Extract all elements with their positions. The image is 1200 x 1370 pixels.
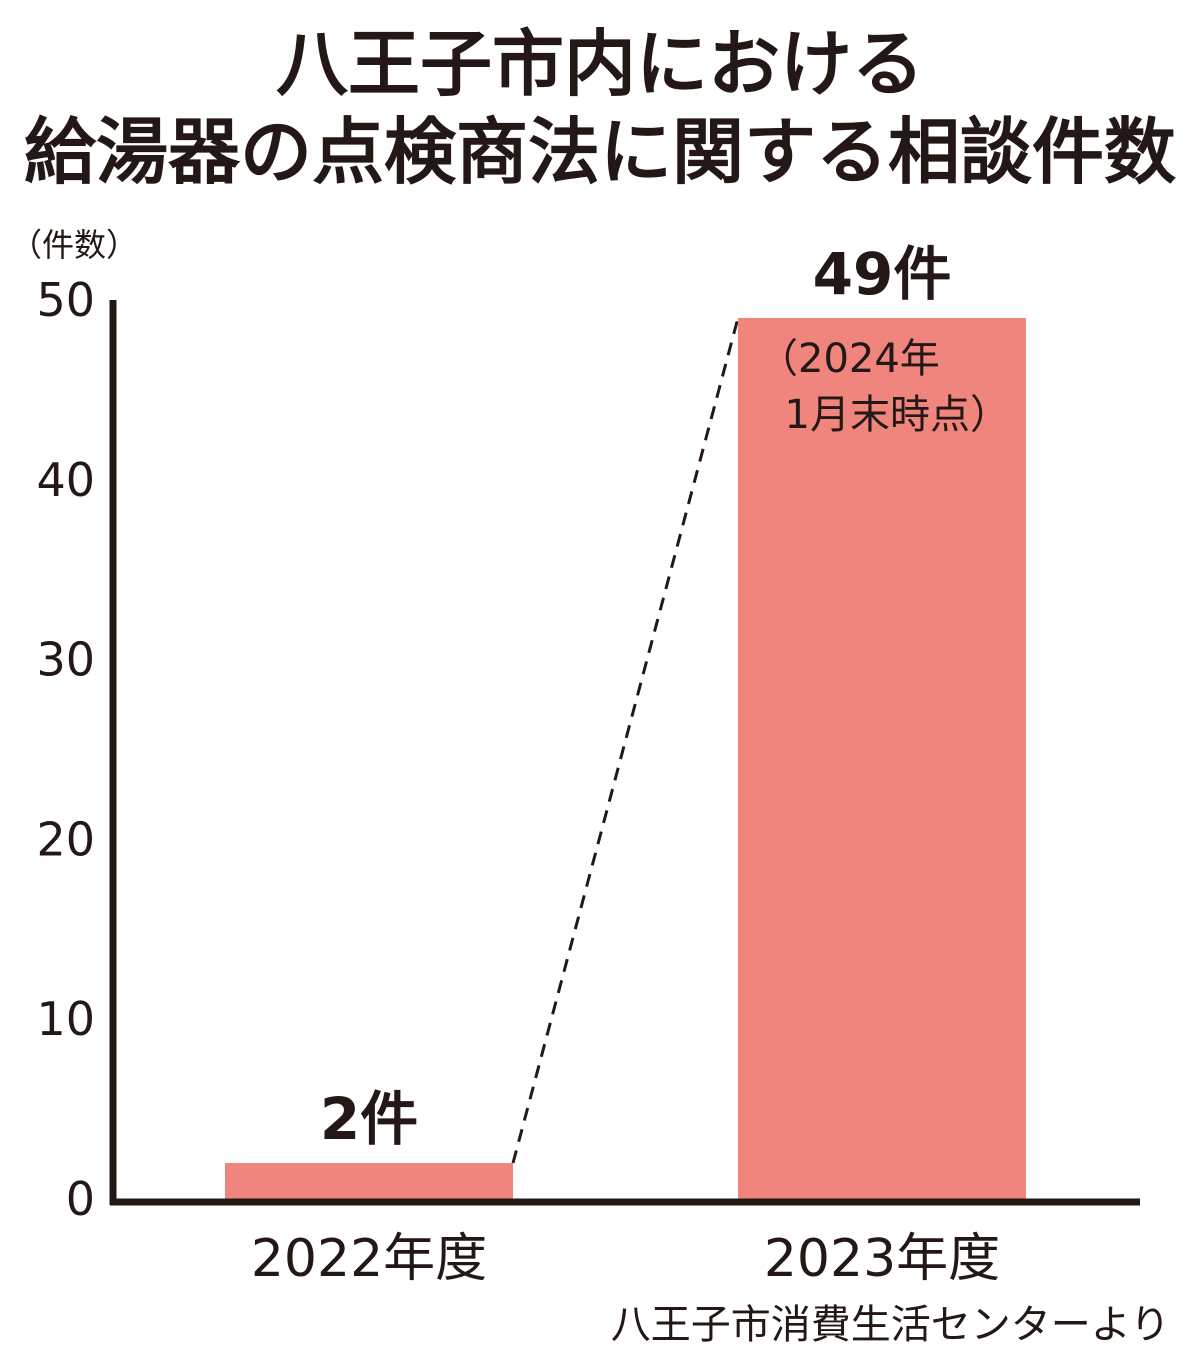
bar-2022年度 bbox=[225, 1163, 513, 1199]
y-axis-label: （件数） bbox=[10, 226, 138, 264]
annotation-line-2: 1月末時点） bbox=[785, 392, 1010, 438]
connector-dashed-line bbox=[511, 317, 740, 1164]
chart-title: 八王子市内における bbox=[275, 22, 924, 106]
chart-subtitle: 給湯器の点検商法に関する相談件数 bbox=[23, 110, 1176, 194]
y-tick-label: 0 bbox=[66, 1172, 95, 1226]
y-tick-label: 30 bbox=[36, 633, 95, 687]
bar-2023年度 bbox=[738, 317, 1026, 1200]
y-tick-label: 50 bbox=[36, 273, 95, 327]
data-label: 49件 bbox=[813, 240, 952, 308]
y-tick-label: 10 bbox=[36, 992, 95, 1046]
x-tick-label: 2022年度 bbox=[251, 1229, 487, 1289]
y-tick-label: 20 bbox=[36, 812, 95, 866]
data-label: 2件 bbox=[320, 1085, 418, 1153]
x-tick-label: 2023年度 bbox=[764, 1229, 1000, 1289]
y-tick-label: 40 bbox=[36, 453, 95, 507]
source-note: 八王子市消費生活センターより bbox=[610, 1302, 1170, 1348]
annotation-line-1: （2024年 bbox=[758, 336, 940, 382]
